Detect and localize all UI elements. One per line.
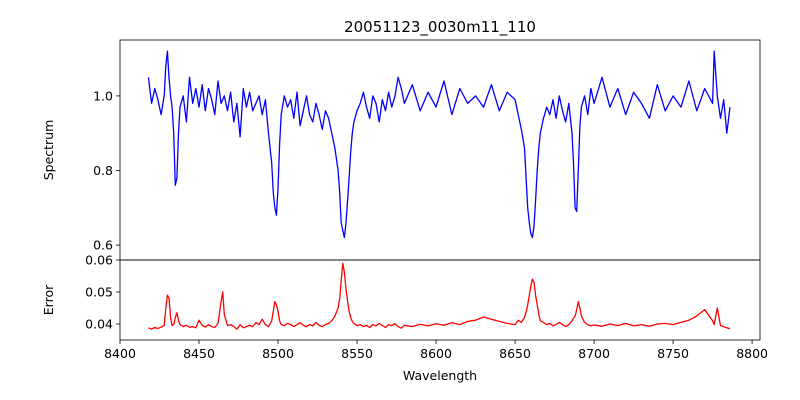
error-y-axis-label: Error: [41, 284, 56, 315]
error-series-line: [148, 262, 731, 330]
error-y-tick-label: 0.04: [85, 317, 113, 332]
error-y-tick-label: 0.06: [85, 253, 113, 268]
spectrum-series-group: [147, 50, 731, 239]
error-panel: 0.04 0.05 0.06 Error: [41, 253, 761, 341]
error-plot-frame: [119, 259, 761, 341]
x-tick-label: 8800: [736, 346, 768, 361]
x-ticks: 8400 8450 8500 8550 8600 8650 8700 8750 8800: [104, 340, 768, 361]
chart-title: 20051123_0030m11_110: [344, 18, 536, 37]
x-tick-label: 8550: [341, 346, 373, 361]
x-tick-label: 8600: [420, 346, 452, 361]
error-y-ticks: 0.04 0.05 0.06: [85, 253, 120, 332]
x-axis-label: Wavelength: [403, 368, 477, 383]
x-tick-label: 8500: [262, 346, 294, 361]
spectrum-y-tick-label: 0.8: [93, 163, 113, 178]
spectrum-plot-frame: [119, 39, 761, 261]
spectrum-y-tick-label: 0.6: [93, 238, 113, 253]
spectrum-y-axis-label: Spectrum: [41, 120, 56, 181]
spectrum-y-ticks: 0.6 0.8 1.0: [93, 88, 120, 253]
x-tick-label: 8750: [657, 346, 689, 361]
spectrum-panel: 0.6 0.8 1.0 Spectrum: [41, 39, 761, 261]
x-tick-label: 8700: [578, 346, 610, 361]
spectrum-series-line: [147, 50, 731, 239]
x-tick-label: 8450: [183, 346, 215, 361]
spectrum-y-tick-label: 1.0: [93, 88, 113, 103]
error-series-group: [148, 262, 731, 330]
error-y-tick-label: 0.05: [85, 285, 113, 300]
x-tick-label: 8400: [104, 346, 136, 361]
x-tick-label: 8650: [499, 346, 531, 361]
